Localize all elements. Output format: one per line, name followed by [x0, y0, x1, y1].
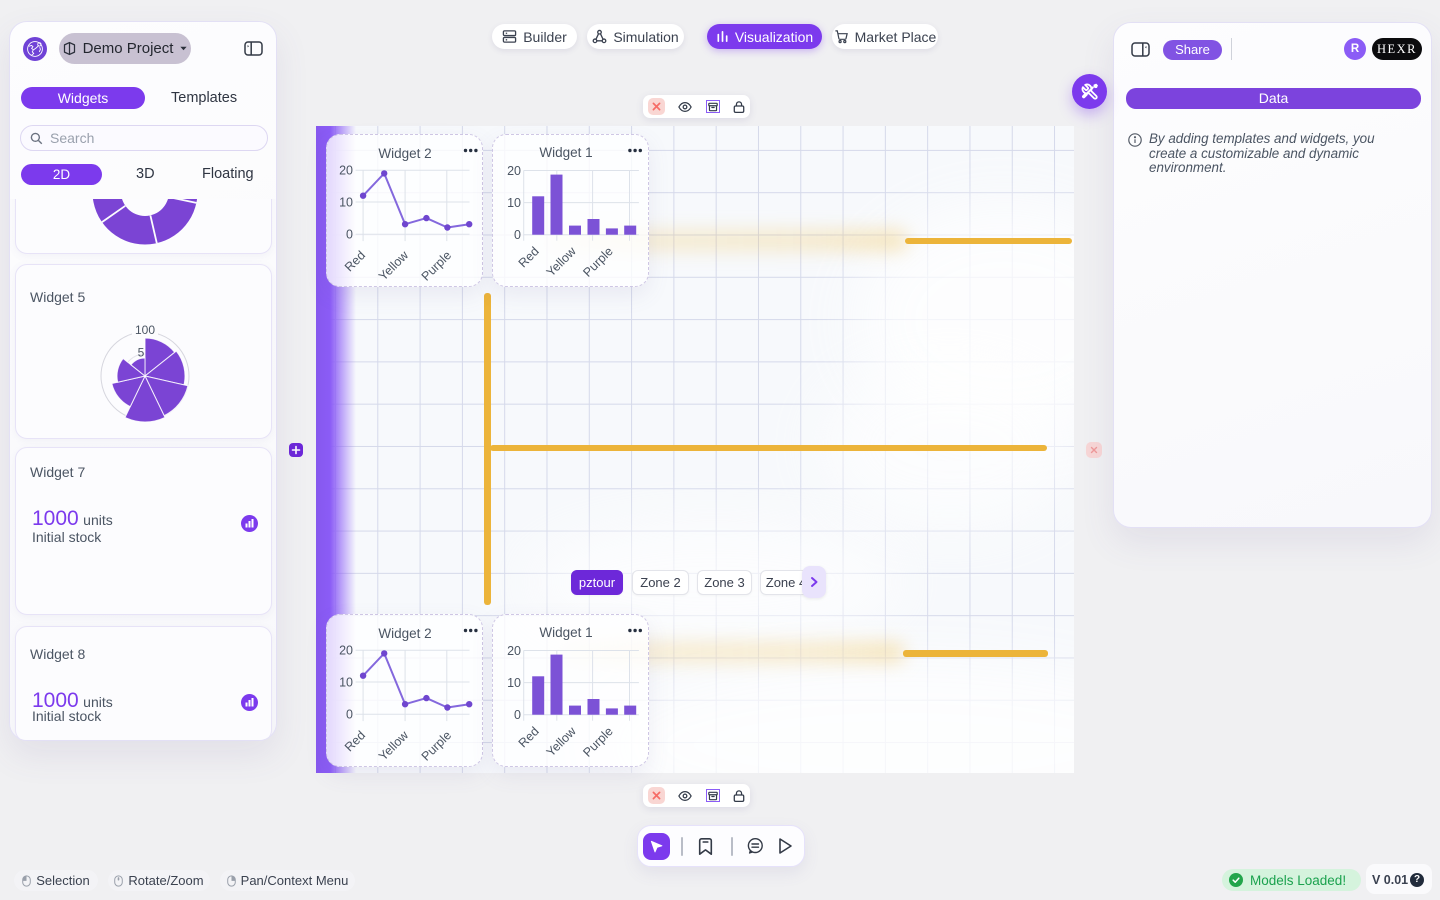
- svg-text:20: 20: [507, 643, 521, 657]
- svg-text:10: 10: [507, 195, 521, 209]
- svg-text:0: 0: [346, 227, 353, 241]
- svg-text:Red: Red: [515, 244, 541, 270]
- svg-text:Red: Red: [342, 248, 368, 274]
- svg-text:Widget 1: Widget 1: [539, 625, 592, 640]
- svg-text:10: 10: [507, 675, 521, 689]
- svg-text:20: 20: [339, 643, 353, 657]
- svg-text:Widget 2: Widget 2: [378, 626, 431, 641]
- svg-text:0: 0: [346, 707, 353, 721]
- svg-text:Purple: Purple: [418, 728, 453, 763]
- svg-text:Purple: Purple: [418, 248, 453, 283]
- svg-text:Purple: Purple: [580, 724, 615, 759]
- svg-text:Widget 2: Widget 2: [378, 146, 431, 161]
- svg-text:Red: Red: [342, 728, 368, 754]
- svg-text:20: 20: [507, 163, 521, 177]
- svg-text:20: 20: [339, 163, 353, 177]
- svg-text:Yellow: Yellow: [543, 723, 579, 759]
- svg-text:10: 10: [339, 195, 353, 209]
- svg-text:Yellow: Yellow: [375, 727, 411, 763]
- svg-text:Widget 1: Widget 1: [539, 145, 592, 160]
- svg-text:5: 5: [138, 346, 145, 360]
- svg-text:0: 0: [514, 708, 521, 722]
- svg-text:Red: Red: [515, 724, 541, 750]
- svg-text:100: 100: [135, 323, 155, 337]
- svg-text:Yellow: Yellow: [375, 247, 411, 283]
- svg-text:Purple: Purple: [580, 244, 615, 279]
- svg-text:0: 0: [514, 228, 521, 242]
- svg-text:10: 10: [339, 675, 353, 689]
- svg-text:Yellow: Yellow: [543, 243, 579, 279]
